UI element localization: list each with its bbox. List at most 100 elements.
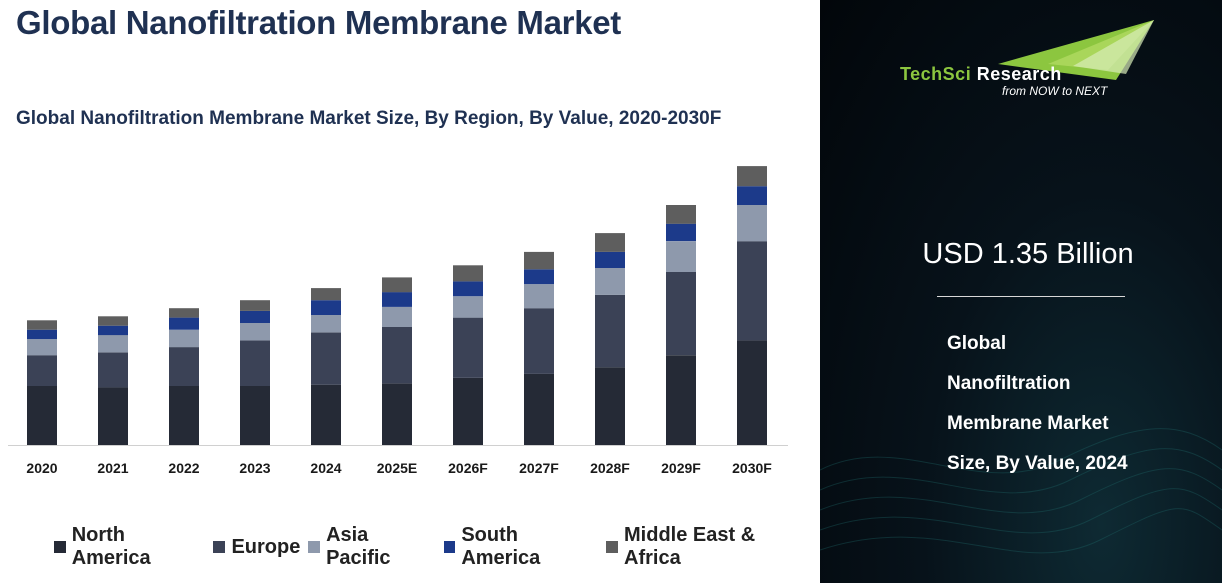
bar-segment-north-america-2030f (737, 340, 767, 445)
x-tick-label: 2027F (519, 460, 559, 476)
bar-segment-middle-east-africa-2027f (524, 251, 554, 270)
summary-panel: TechSci Research from NOW to NEXT USD 1.… (820, 0, 1222, 583)
desc-line-2: Nanofiltration (947, 373, 1071, 394)
bar-segment-middle-east-africa-2022 (169, 308, 199, 318)
bar-segment-asia-pacific-2029f (666, 241, 696, 272)
bar-segment-asia-pacific-2026f (453, 296, 483, 318)
bar-segment-south-america-2030f (737, 186, 767, 205)
bar-segment-north-america-2020 (27, 386, 57, 445)
bar-segment-europe-2028f (595, 294, 625, 368)
bar-segment-europe-2029f (666, 272, 696, 356)
bar-segment-europe-2030f (737, 241, 767, 341)
techsci-logo-icon (998, 20, 1154, 80)
legend-item: North America (54, 524, 205, 570)
chart-title: Global Nanofiltration Membrane Market Si… (16, 108, 722, 129)
bar-segment-south-america-2029f (666, 223, 696, 242)
bar-segment-middle-east-africa-2020 (27, 320, 57, 330)
x-tick-label: 2021 (97, 460, 128, 476)
bar-segment-europe-2026f (453, 317, 483, 378)
divider (937, 296, 1125, 297)
x-tick-label: 2030F (732, 460, 772, 476)
bar-segment-middle-east-africa-2021 (98, 316, 128, 326)
chart-legend: North America Europe Asia Pacific South Ame… (54, 524, 820, 570)
bar-segment-europe-2027f (524, 308, 554, 374)
bar-segment-south-america-2020 (27, 329, 57, 340)
bar-segment-north-america-2026f (453, 378, 483, 445)
legend-swatch (54, 541, 66, 553)
bar-segment-asia-pacific-2025e (382, 306, 412, 327)
bar-segment-europe-2024 (311, 332, 341, 385)
legend-label: North America (71, 524, 151, 569)
legend-swatch (606, 541, 619, 553)
legend-swatch (443, 541, 456, 553)
bar-segment-middle-east-africa-2024 (311, 288, 341, 301)
legend-label: Middle East & Africa (624, 524, 756, 569)
bar-segment-europe-2025e (382, 327, 412, 384)
page-title: Global Nanofiltration Membrane Market (16, 4, 621, 41)
legend-item: Europe (213, 536, 300, 559)
bar-segment-south-america-2024 (311, 300, 341, 315)
legend-item: Asia Pacific (308, 524, 435, 570)
bar-segment-asia-pacific-2020 (27, 339, 57, 356)
bar-segment-north-america-2028f (595, 367, 625, 445)
wave-background (820, 428, 1222, 554)
bar-segment-middle-east-africa-2026f (453, 265, 483, 282)
legend-label: South America (461, 524, 541, 569)
bar-segment-south-america-2027f (524, 269, 554, 285)
x-tick-label: 2024 (310, 460, 341, 476)
bar-segment-north-america-2029f (666, 355, 696, 445)
bar-segment-south-america-2028f (595, 251, 625, 268)
bar-segment-south-america-2022 (169, 317, 199, 330)
bar-segment-north-america-2023 (240, 386, 270, 445)
market-description: Global Nanofiltration Membrane Market Si… (947, 324, 1167, 484)
bar-segment-middle-east-africa-2023 (240, 300, 270, 311)
legend-label: Asia Pacific (326, 524, 391, 569)
legend-swatch (213, 541, 226, 553)
legend-label: Europe (231, 535, 301, 558)
market-value-headline: USD 1.35 Billion (922, 238, 1134, 270)
x-tick-label: 2028F (590, 460, 630, 476)
bar-segment-europe-2020 (27, 355, 57, 386)
bar-segment-asia-pacific-2028f (595, 268, 625, 295)
bar-segment-north-america-2021 (98, 387, 128, 445)
bar-segment-asia-pacific-2021 (98, 335, 128, 353)
bar-segment-middle-east-africa-2025e (382, 277, 412, 293)
bar-segment-south-america-2026f (453, 281, 483, 297)
bar-segment-asia-pacific-2030f (737, 205, 767, 242)
legend-item: South America (443, 524, 599, 570)
bar-segment-north-america-2027f (524, 373, 554, 445)
legend-swatch (308, 541, 321, 553)
desc-line-3: Membrane Market (947, 413, 1109, 434)
bar-segment-middle-east-africa-2030f (737, 166, 767, 187)
brand-prefix: TechSci (900, 64, 972, 84)
bar-segment-south-america-2023 (240, 310, 270, 323)
bar-segment-middle-east-africa-2028f (595, 233, 625, 252)
bar-segment-south-america-2021 (98, 325, 128, 336)
bar-segment-middle-east-africa-2029f (666, 205, 696, 224)
x-tick-label: 2025E (377, 460, 417, 476)
stacked-bar-chart: 2020 2021 2022 2023 2024 2025E 2026F 2027F 2028F… (8, 166, 788, 476)
bar-segment-asia-pacific-2022 (169, 329, 199, 348)
bar-segment-south-america-2025e (382, 292, 412, 307)
legend-item: Middle East & Africa (606, 524, 812, 570)
desc-line-4: Size, By Value, 2024 (947, 453, 1128, 474)
x-tick-label: 2029F (661, 460, 701, 476)
x-tick-label: 2022 (168, 460, 199, 476)
x-tick-label: 2023 (239, 460, 270, 476)
brand-name: TechSci Research (900, 64, 1062, 85)
bar-segment-asia-pacific-2023 (240, 323, 270, 341)
bar-segment-north-america-2025e (382, 383, 412, 445)
x-tick-label: 2020 (26, 460, 57, 476)
x-tick-label: 2026F (448, 460, 488, 476)
bar-segment-north-america-2024 (311, 384, 341, 445)
brand-suffix: Research (976, 64, 1062, 84)
bar-segment-europe-2021 (98, 352, 128, 388)
desc-line-1: Global (947, 333, 1007, 354)
bar-segment-north-america-2022 (169, 386, 199, 445)
chart-panel: Global Nanofiltration Membrane Market Gl… (8, 4, 820, 570)
bar-segment-europe-2022 (169, 347, 199, 386)
bar-segment-asia-pacific-2027f (524, 284, 554, 309)
bar-segment-europe-2023 (240, 340, 270, 386)
bar-segment-asia-pacific-2024 (311, 314, 341, 333)
brand-tagline: from NOW to NEXT (1002, 84, 1108, 98)
